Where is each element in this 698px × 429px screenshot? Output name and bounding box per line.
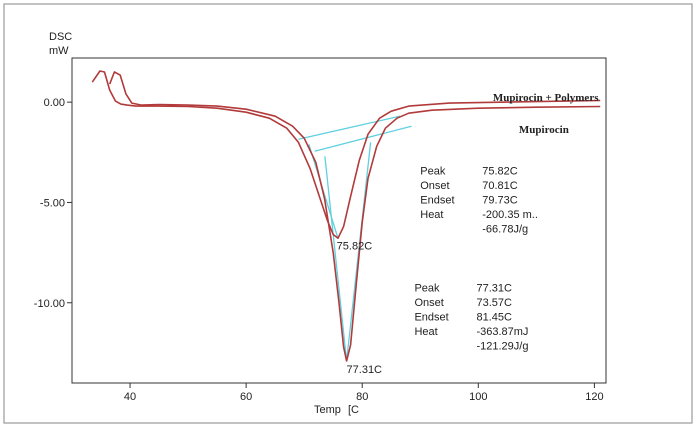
plot-area [71, 57, 607, 384]
x-tick-label: 80 [356, 391, 368, 403]
peak-table-label: Endset [414, 312, 448, 324]
peak-table-label: Onset [414, 297, 443, 309]
x-tick-label: 60 [240, 391, 252, 403]
peak-table-label: Peak [414, 283, 440, 295]
y-tick-label: 0.00 [44, 97, 65, 109]
curve-label: Mupirocin + Polymers [493, 92, 599, 104]
peak-label: 77.31C [347, 364, 383, 376]
peak-table-value: 77.31C [476, 283, 512, 295]
series-line-mupirocin-polymers [91, 70, 601, 239]
dsc-curves [91, 70, 601, 362]
peak-table-value: 70.81C [482, 180, 518, 192]
x-axis-label: Temp [314, 404, 341, 416]
x-axis-unit: [C [348, 404, 359, 416]
peak-table-value: -121.29J/g [476, 341, 528, 353]
peak-table-label: Heat [414, 326, 437, 338]
baseline-tangent [314, 125, 412, 152]
x-tick-label: 100 [469, 391, 487, 403]
axis-ticks: 40 60 80 100 120 0.00 -5.00 -10.00 [34, 97, 604, 403]
y-axis-unit: mW [49, 45, 69, 57]
peak-table-label: Peak [420, 165, 446, 177]
y-tick-label: -5.00 [40, 197, 65, 209]
peak-table-value: 81.45C [476, 312, 512, 324]
x-tick-label: 120 [585, 391, 603, 403]
x-tick-label: 40 [124, 391, 136, 403]
peak-table-value: -200.35 m.. [482, 209, 538, 221]
peak-table-value: 73.57C [476, 297, 512, 309]
y-tick-label: -10.00 [34, 298, 65, 310]
peak-label: 75.82C [337, 241, 373, 253]
peak-table-label: Heat [420, 209, 443, 221]
annotations: Mupirocin + Polymers Mupirocin 75.82C 77.31… [337, 92, 600, 376]
peak-table-label: Onset [420, 180, 449, 192]
y-axis-label: DSC [49, 31, 72, 43]
baseline-tangent [298, 115, 401, 140]
peak-table-value: 75.82C [482, 165, 518, 177]
x-axis-title: Temp [C [314, 404, 359, 416]
peak-table-value: -363.87mJ [476, 326, 528, 338]
peak-table-label: Endset [420, 194, 454, 206]
outer-frame [3, 3, 693, 424]
peak-table-value: 79.73C [482, 194, 518, 206]
series-line-mupirocin [108, 71, 601, 362]
baseline-tangent [324, 156, 348, 362]
peak-table-value: -66.78J/g [482, 223, 528, 235]
curve-label: Mupirocin [519, 124, 569, 136]
